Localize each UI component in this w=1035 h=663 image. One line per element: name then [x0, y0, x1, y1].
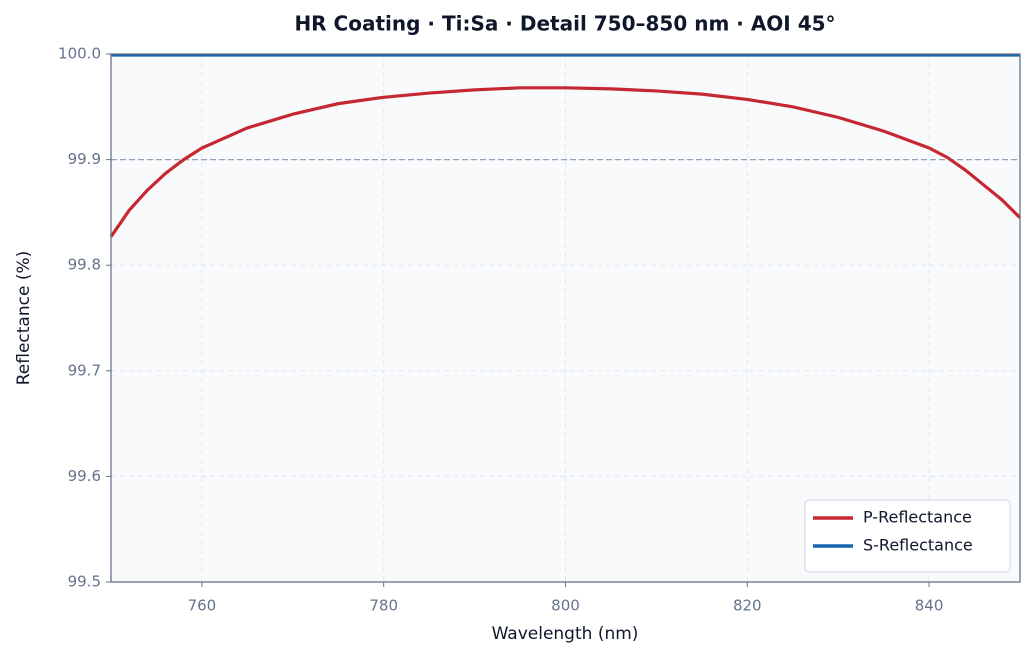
x-tick-label: 820 — [733, 597, 762, 615]
x-tick-label: 800 — [551, 597, 580, 615]
y-tick-label: 99.8 — [68, 256, 101, 274]
x-axis-label: Wavelength (nm) — [492, 624, 639, 644]
x-tick-label: 780 — [369, 597, 398, 615]
y-tick-label: 99.7 — [68, 361, 101, 379]
y-tick-label: 99.5 — [68, 573, 101, 591]
y-axis-label: Reflectance (%) — [14, 251, 34, 386]
legend-label: S-Reflectance — [863, 536, 973, 555]
plot-layer: 99.5 99.6 99.7 99.8 99.9 100.0 760 780 800 820 840… — [58, 45, 1022, 615]
x-tick-label: 760 — [188, 597, 217, 615]
x-tick-label: 840 — [915, 597, 944, 615]
plot-frame — [110, 53, 1021, 583]
y-tick-label: 99.9 — [68, 150, 101, 168]
series-line — [109, 86, 1022, 238]
legend-box — [804, 499, 1011, 573]
chart-title: HR Coating · Ti:Sa · Detail 750–850 nm ·… — [294, 12, 835, 36]
y-tick-label: 100.0 — [58, 45, 101, 63]
y-tick-label: 99.6 — [68, 467, 101, 485]
legend-label: P-Reflectance — [863, 508, 972, 527]
